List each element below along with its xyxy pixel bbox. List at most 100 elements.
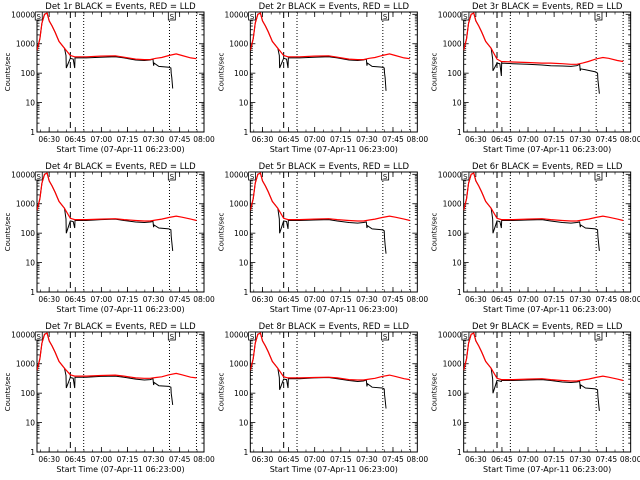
series-events-line: [37, 332, 174, 405]
y-tick-label: 100: [21, 389, 36, 398]
y-tick-label: 1000: [443, 200, 462, 209]
x-tick-label: 07:15: [543, 455, 565, 464]
x-tick-label: 06:30: [38, 295, 60, 304]
y-tick-label: 1: [457, 448, 462, 457]
series-lld-line: [463, 332, 624, 382]
y-tick-label: 1000: [229, 40, 248, 49]
saa-marker-label: S: [596, 13, 601, 21]
y-tick-label: 1: [30, 128, 35, 137]
x-tick-label: 07:15: [330, 455, 352, 464]
y-tick-label: 100: [447, 69, 462, 78]
saa-marker-box: [248, 11, 256, 21]
y-tick-label: 10000: [438, 170, 462, 179]
y-axis-label: Counts/sec: [4, 213, 12, 252]
x-tick-label: 06:30: [252, 135, 274, 144]
y-tick-label: 10: [239, 99, 249, 108]
x-tick-label: 07:45: [596, 455, 618, 464]
x-tick-label: 07:00: [91, 455, 113, 464]
saa-marker-label: S: [170, 13, 175, 21]
plot-frame: [463, 171, 632, 293]
series-lld-line: [250, 12, 410, 61]
y-tick-label: 1000: [443, 40, 462, 49]
x-tick-label: 06:45: [278, 135, 300, 144]
y-axis-label: Counts/sec: [431, 53, 439, 92]
y-axis-label: Counts/sec: [217, 53, 225, 92]
x-tick-label: 06:45: [491, 455, 513, 464]
panel-title: Det 6r BLACK = Events, RED = LLD: [472, 162, 623, 172]
saa-marker-box: [381, 171, 390, 181]
series-events-line: [463, 172, 600, 251]
x-axis-label: Start Time (07-Apr-11 06:23:00): [483, 145, 611, 154]
y-tick-label: 100: [234, 229, 249, 238]
y-tick-label: 100: [447, 229, 462, 238]
plot-frame: [249, 331, 418, 453]
saa-marker-box: [594, 331, 603, 341]
saa-marker-box: [34, 11, 43, 21]
saa-marker-box: [167, 171, 176, 181]
series-events-line: [250, 172, 387, 254]
x-tick-label: 08:00: [620, 295, 640, 304]
y-tick-label: 1000: [229, 200, 248, 209]
y-axis-label: Counts/sec: [4, 373, 12, 412]
saa-marker-box: [34, 171, 43, 181]
saa-marker-label: S: [383, 173, 388, 181]
saa-marker-label: S: [596, 333, 601, 341]
saa-marker-label: S: [37, 333, 42, 341]
x-tick-label: 07:00: [304, 455, 326, 464]
x-tick-label: 07:15: [330, 295, 352, 304]
x-tick-label: 07:30: [143, 135, 165, 144]
y-tick-label: 10: [452, 419, 462, 428]
x-tick-label: 06:30: [252, 455, 274, 464]
saa-marker-box: [381, 331, 390, 341]
series-lld-line: [250, 332, 410, 381]
x-tick-label: 06:45: [64, 135, 86, 144]
y-tick-label: 10: [452, 99, 462, 108]
x-tick-label: 07:30: [356, 135, 378, 144]
saa-marker-box: [461, 171, 470, 181]
x-tick-label: 07:45: [596, 295, 618, 304]
x-axis-label: Start Time (07-Apr-11 06:23:00): [270, 145, 398, 154]
saa-marker-label: S: [463, 13, 468, 21]
x-tick-label: 06:45: [278, 295, 300, 304]
x-tick-label: 08:00: [407, 295, 429, 304]
x-tick-label: 07:00: [91, 295, 113, 304]
saa-marker-box: [594, 171, 603, 181]
saa-marker-box: [594, 11, 603, 21]
saa-marker-box: [248, 331, 256, 341]
y-axis-label: Counts/sec: [4, 53, 12, 92]
x-tick-label: 07:00: [517, 455, 539, 464]
panel-4r: Det 4r BLACK = Events, RED = LLD 1 10 100 10…: [4, 162, 215, 314]
series-events-line: [37, 172, 174, 251]
x-tick-label: 07:30: [356, 455, 378, 464]
x-tick-label: 06:30: [465, 455, 487, 464]
saa-marker-label: S: [250, 333, 255, 341]
saa-marker-label: S: [37, 173, 42, 181]
y-tick-label: 100: [447, 389, 462, 398]
saa-marker-label: S: [250, 173, 255, 181]
series-lld-line: [463, 172, 624, 222]
y-tick-label: 10000: [438, 10, 462, 19]
saa-marker-box: [248, 171, 256, 181]
x-tick-label: 08:00: [193, 295, 215, 304]
panel-8r: Det 8r BLACK = Events, RED = LLD 1 10 100 10…: [217, 322, 428, 474]
y-tick-label: 10: [452, 259, 462, 268]
saa-marker-box: [381, 11, 390, 21]
x-axis-label: Start Time (07-Apr-11 06:23:00): [56, 465, 184, 474]
y-tick-label: 1: [244, 448, 249, 457]
y-tick-label: 100: [21, 229, 36, 238]
x-tick-label: 07:00: [304, 295, 326, 304]
y-tick-label: 100: [234, 389, 249, 398]
x-tick-label: 07:30: [143, 295, 165, 304]
x-tick-label: 06:45: [278, 455, 300, 464]
plot-frame: [36, 171, 205, 293]
panel-title: Det 5r BLACK = Events, RED = LLD: [259, 162, 410, 172]
saa-marker-label: S: [170, 173, 175, 181]
y-tick-label: 10: [239, 259, 249, 268]
x-tick-label: 06:30: [38, 135, 60, 144]
series-lld-line: [37, 172, 197, 222]
series-events-line: [463, 332, 600, 411]
y-tick-label: 1: [244, 288, 249, 297]
x-tick-label: 07:15: [117, 295, 139, 304]
x-axis-label: Start Time (07-Apr-11 06:23:00): [270, 465, 398, 474]
x-tick-label: 06:45: [491, 295, 513, 304]
